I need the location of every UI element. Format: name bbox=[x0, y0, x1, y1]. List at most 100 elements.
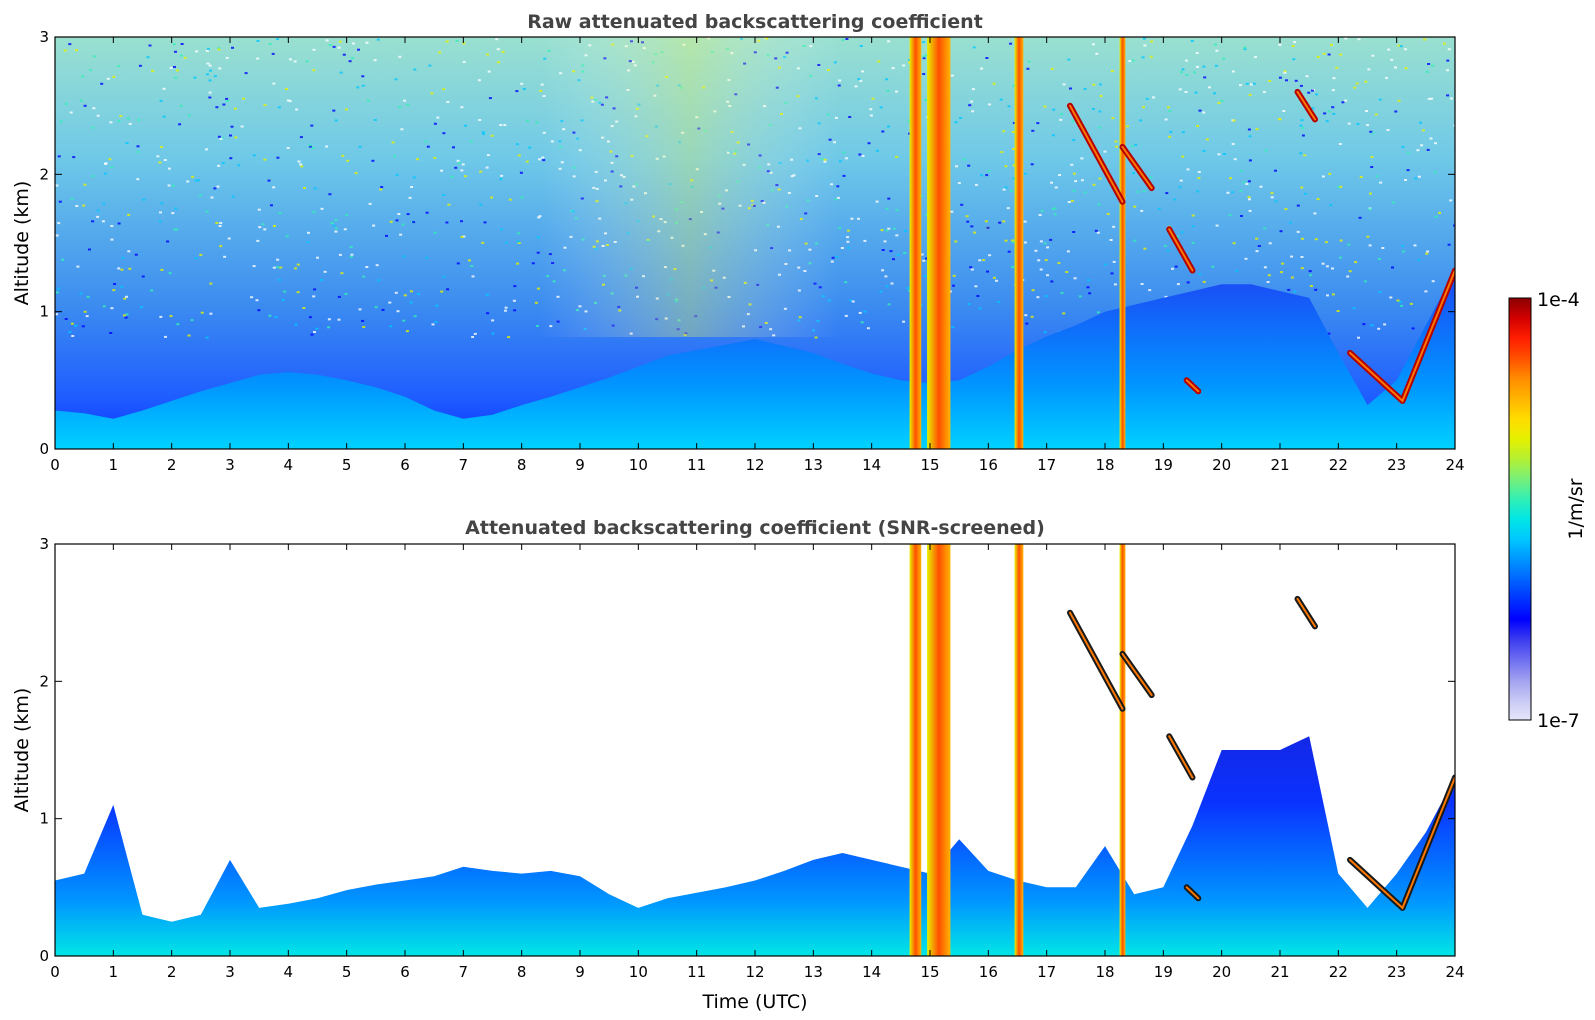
noise-speck bbox=[57, 222, 61, 225]
noise-speck bbox=[881, 249, 885, 251]
noise-speck bbox=[861, 154, 865, 157]
noise-speck bbox=[1397, 44, 1401, 47]
noise-speck bbox=[1262, 91, 1266, 94]
x-tick-label: 16 bbox=[979, 963, 998, 981]
noise-speck bbox=[334, 219, 338, 222]
noise-speck bbox=[1166, 249, 1170, 252]
y-tick-label: 3 bbox=[39, 535, 49, 553]
noise-speck bbox=[263, 158, 267, 161]
noise-speck bbox=[109, 332, 113, 334]
noise-speck bbox=[213, 75, 217, 78]
noise-speck bbox=[892, 258, 895, 261]
noise-speck bbox=[895, 234, 899, 237]
noise-speck bbox=[970, 268, 974, 271]
noise-speck bbox=[356, 86, 360, 89]
noise-speck bbox=[1037, 259, 1041, 262]
noise-speck bbox=[875, 200, 879, 203]
noise-speck bbox=[124, 316, 128, 319]
noise-speck bbox=[1316, 56, 1320, 58]
noise-speck bbox=[1337, 186, 1341, 188]
noise-speck bbox=[1367, 68, 1371, 71]
noise-speck bbox=[83, 104, 87, 107]
noise-speck bbox=[971, 88, 975, 91]
noise-speck bbox=[1400, 304, 1404, 307]
noise-speck bbox=[297, 160, 301, 163]
noise-speck bbox=[923, 275, 927, 278]
noise-speck bbox=[1248, 209, 1252, 212]
noise-speck bbox=[1309, 285, 1313, 287]
noise-speck bbox=[128, 122, 132, 125]
noise-speck bbox=[1004, 186, 1008, 189]
noise-speck bbox=[1171, 267, 1174, 270]
colorbar-min-label: 1e-7 bbox=[1537, 710, 1580, 732]
noise-speck bbox=[403, 99, 407, 102]
noise-speck bbox=[890, 282, 894, 285]
noise-speck bbox=[396, 310, 400, 313]
noise-speck bbox=[464, 124, 467, 127]
noise-speck bbox=[1141, 56, 1145, 59]
noise-speck bbox=[972, 46, 976, 49]
noise-speck bbox=[1012, 84, 1016, 87]
noise-speck bbox=[987, 169, 991, 172]
noise-speck bbox=[409, 301, 413, 304]
noise-speck bbox=[206, 47, 210, 50]
noise-speck bbox=[162, 115, 166, 118]
noise-speck bbox=[1181, 68, 1185, 71]
cloud-layer-core bbox=[1069, 104, 1124, 203]
noise-speck bbox=[159, 211, 162, 214]
noise-speck bbox=[55, 184, 59, 187]
noise-speck bbox=[520, 82, 524, 85]
noise-speck bbox=[520, 196, 524, 199]
noise-speck bbox=[1052, 108, 1056, 111]
noise-speck bbox=[1336, 310, 1340, 312]
noise-speck bbox=[195, 50, 199, 53]
noise-speck bbox=[1091, 108, 1095, 110]
noise-speck bbox=[1293, 41, 1297, 44]
noise-speck bbox=[1386, 129, 1390, 131]
noise-speck bbox=[1332, 112, 1336, 115]
noise-speck bbox=[1311, 89, 1314, 92]
colorbar: 1e-4 1e-7 1/m/sr bbox=[1508, 289, 1587, 732]
noise-speck bbox=[176, 323, 180, 326]
noise-speck bbox=[327, 318, 331, 321]
noise-speck bbox=[1427, 97, 1431, 100]
noise-speck bbox=[313, 331, 316, 333]
noise-speck bbox=[1191, 241, 1195, 244]
noise-speck bbox=[1115, 145, 1118, 148]
noise-speck bbox=[229, 134, 232, 137]
noise-speck bbox=[1300, 267, 1304, 270]
noise-speck bbox=[860, 321, 864, 324]
noise-speck bbox=[194, 179, 198, 182]
noise-speck bbox=[312, 48, 316, 51]
noise-speck bbox=[410, 186, 414, 188]
noise-speck bbox=[859, 45, 863, 47]
x-tick-label: 7 bbox=[459, 456, 469, 474]
noise-speck bbox=[1299, 152, 1303, 155]
noise-speck bbox=[1231, 143, 1235, 145]
x-tick-label: 19 bbox=[1154, 963, 1173, 981]
noise-speck bbox=[1002, 130, 1006, 133]
noise-speck bbox=[127, 250, 131, 253]
noise-speck bbox=[1335, 66, 1339, 69]
screened-cloud-segments bbox=[1067, 595, 1455, 911]
noise-speck bbox=[1031, 289, 1035, 292]
noise-speck bbox=[218, 67, 222, 70]
noise-speck bbox=[76, 265, 80, 268]
noise-speck bbox=[1062, 312, 1066, 315]
noise-speck bbox=[110, 238, 114, 241]
noise-speck bbox=[978, 307, 982, 310]
noise-speck bbox=[193, 76, 197, 79]
noise-speck bbox=[1377, 327, 1381, 330]
noise-speck bbox=[1149, 55, 1153, 58]
noise-speck bbox=[1338, 143, 1342, 145]
noise-speck bbox=[1426, 250, 1430, 253]
noise-speck bbox=[1446, 59, 1450, 62]
noise-speck bbox=[274, 316, 278, 319]
noise-speck bbox=[955, 165, 958, 168]
noise-speck bbox=[1088, 292, 1092, 295]
noise-speck bbox=[395, 219, 399, 222]
noise-speck bbox=[1012, 122, 1016, 124]
panel-raw: Raw attenuated backscattering coefficien… bbox=[11, 11, 1465, 474]
precip-band bbox=[1014, 544, 1024, 956]
x-tick-label: 5 bbox=[342, 963, 352, 981]
